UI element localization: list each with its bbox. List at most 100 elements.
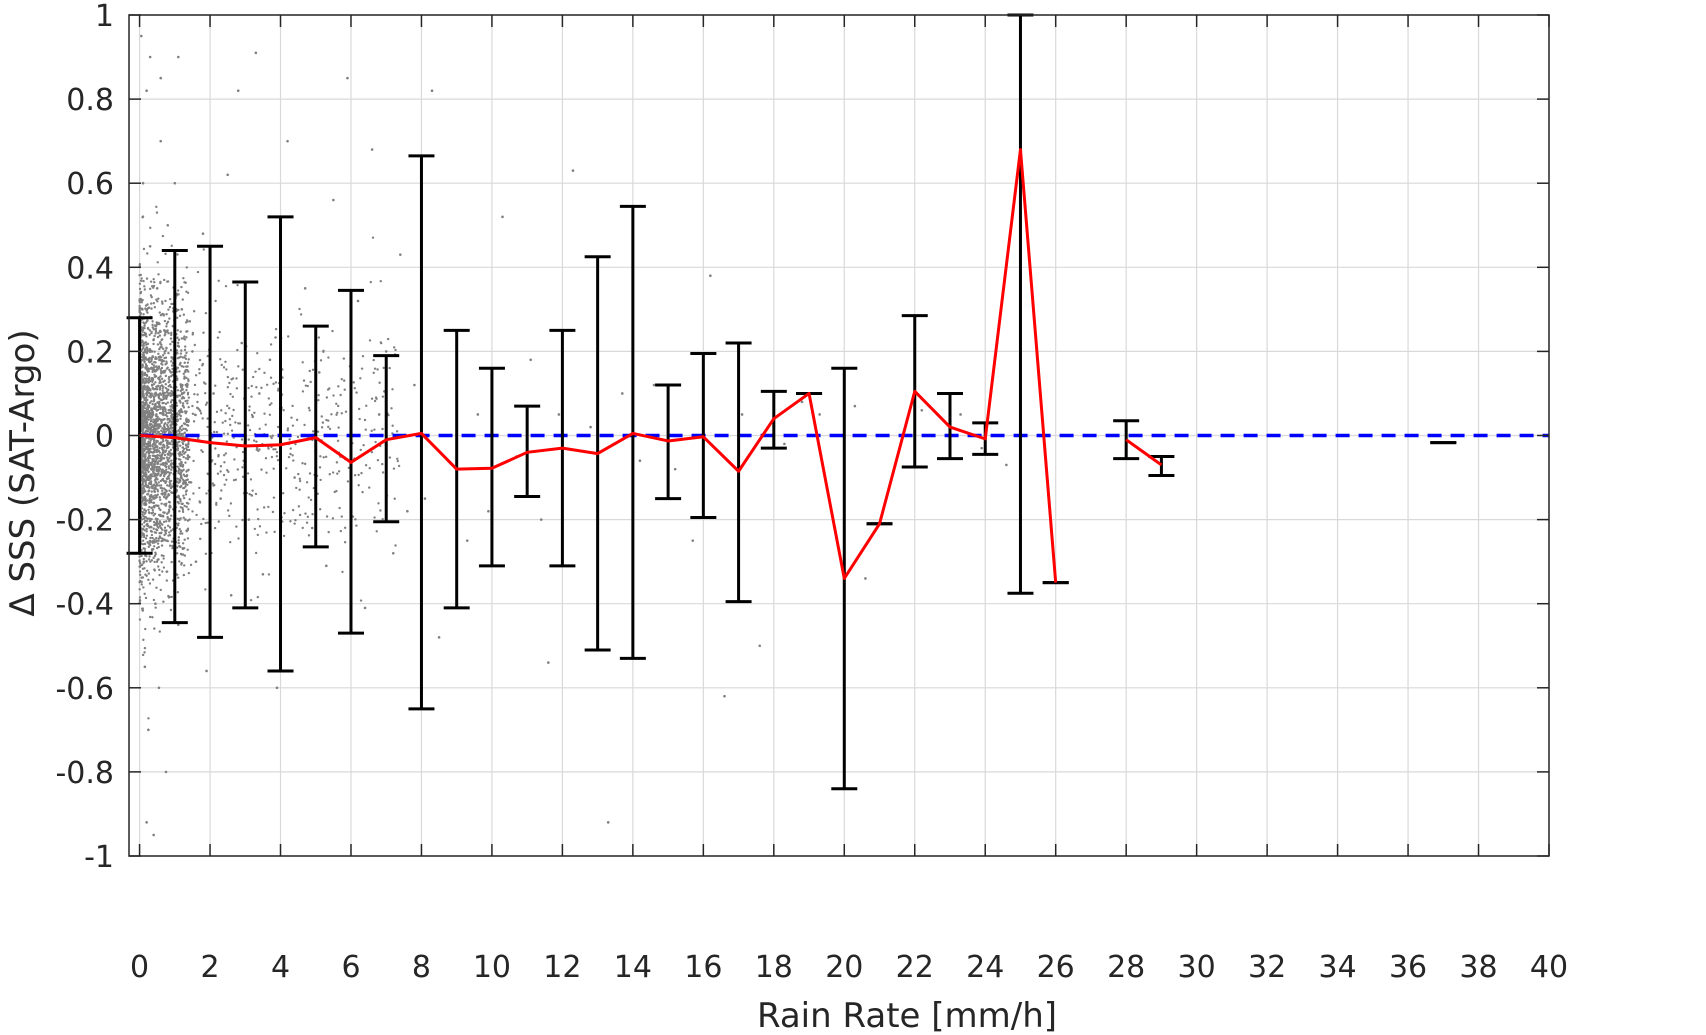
scatter-point — [160, 514, 163, 518]
scatter-point — [163, 446, 166, 449]
scatter-point — [169, 409, 173, 412]
scatter-point — [183, 538, 186, 541]
scatter-point — [168, 317, 171, 320]
scatter-point — [156, 468, 159, 471]
scatter-point — [758, 644, 762, 648]
scatter-point — [170, 399, 173, 402]
scatter-point — [272, 467, 275, 470]
scatter-point — [392, 346, 396, 349]
scatter-point — [170, 514, 173, 517]
scatter-point — [144, 365, 148, 369]
scatter-point — [159, 463, 162, 466]
scatter-point — [225, 368, 228, 371]
scatter-point — [256, 351, 259, 355]
scatter-point — [150, 378, 154, 381]
scatter-point — [255, 386, 258, 389]
scatter-point — [298, 477, 302, 481]
x-tick-label: 40 — [1530, 950, 1568, 985]
scatter-point — [206, 354, 209, 358]
scatter-point — [181, 508, 185, 512]
scatter-point — [235, 377, 238, 380]
scatter-point — [206, 521, 209, 524]
scatter-point — [340, 515, 343, 518]
scatter-point — [148, 401, 152, 405]
scatter-point — [151, 445, 154, 448]
scatter-point — [238, 422, 242, 425]
mean-line-segment — [1125, 438, 1163, 467]
scatter-point — [621, 392, 624, 395]
scatter-point — [343, 388, 346, 391]
scatter-point — [152, 465, 155, 469]
scatter-point — [148, 329, 152, 332]
scatter-point — [178, 394, 182, 397]
scatter-point — [148, 517, 151, 520]
scatter-point — [368, 339, 372, 342]
scatter-point — [167, 471, 170, 474]
scatter-point — [140, 392, 144, 395]
scatter-point — [154, 330, 158, 333]
scatter-point — [166, 390, 169, 393]
scatter-point — [783, 442, 786, 446]
scatter-point — [170, 439, 174, 443]
scatter-point — [155, 536, 158, 540]
scatter-point — [166, 223, 170, 227]
scatter-point — [257, 517, 260, 521]
scatter-point — [138, 304, 141, 308]
scatter-point — [156, 377, 160, 380]
scatter-point — [155, 521, 158, 525]
scatter-point — [161, 408, 165, 412]
scatter-point — [146, 386, 149, 389]
scatter-point — [235, 387, 239, 390]
scatter-point — [159, 342, 162, 345]
scatter-point — [145, 527, 148, 531]
scatter-point — [164, 422, 167, 425]
scatter-point — [225, 440, 229, 443]
scatter-point — [185, 429, 189, 432]
scatter-point — [557, 413, 561, 416]
scatter-point — [147, 545, 151, 549]
scatter-point — [154, 391, 157, 394]
scatter-point — [240, 341, 244, 345]
scatter-point — [161, 427, 164, 430]
scatter-point — [179, 352, 183, 355]
scatter-point — [148, 615, 152, 619]
scatter-point — [370, 429, 373, 433]
scatter-point — [155, 298, 158, 301]
scatter-point — [159, 479, 163, 483]
scatter-point — [182, 372, 185, 376]
scatter-point — [606, 821, 610, 824]
scatter-point — [161, 438, 165, 441]
scatter-point — [336, 411, 339, 414]
scatter-point — [175, 415, 179, 418]
scatter-point — [155, 560, 159, 563]
scatter-point — [181, 482, 185, 485]
scatter-point — [183, 377, 186, 380]
scatter-point — [226, 375, 230, 379]
scatter-point — [157, 481, 160, 484]
y-tick-label: -1 — [84, 840, 114, 875]
x-tick-label: 12 — [543, 950, 581, 985]
scatter-point — [151, 380, 154, 384]
scatter-point — [153, 512, 157, 516]
scatter-point — [201, 232, 205, 235]
scatter-point — [140, 301, 143, 304]
scatter-point — [246, 424, 250, 427]
scatter-point — [186, 391, 190, 394]
scatter-point — [161, 493, 164, 496]
scatter-point — [382, 366, 385, 370]
scatter-point — [215, 501, 218, 505]
scatter-point — [255, 440, 258, 443]
scatter-point — [164, 465, 168, 469]
scatter-point — [162, 479, 166, 483]
scatter-point — [163, 492, 167, 495]
scatter-point — [423, 497, 427, 500]
scatter-point — [177, 522, 180, 525]
scatter-point — [335, 461, 339, 464]
scatter-point — [204, 552, 208, 556]
scatter-point — [151, 362, 154, 366]
scatter-point — [396, 457, 399, 460]
scatter-point — [148, 357, 151, 361]
scatter-point — [158, 446, 161, 450]
scatter-point — [158, 311, 161, 314]
scatter-point — [160, 421, 163, 424]
